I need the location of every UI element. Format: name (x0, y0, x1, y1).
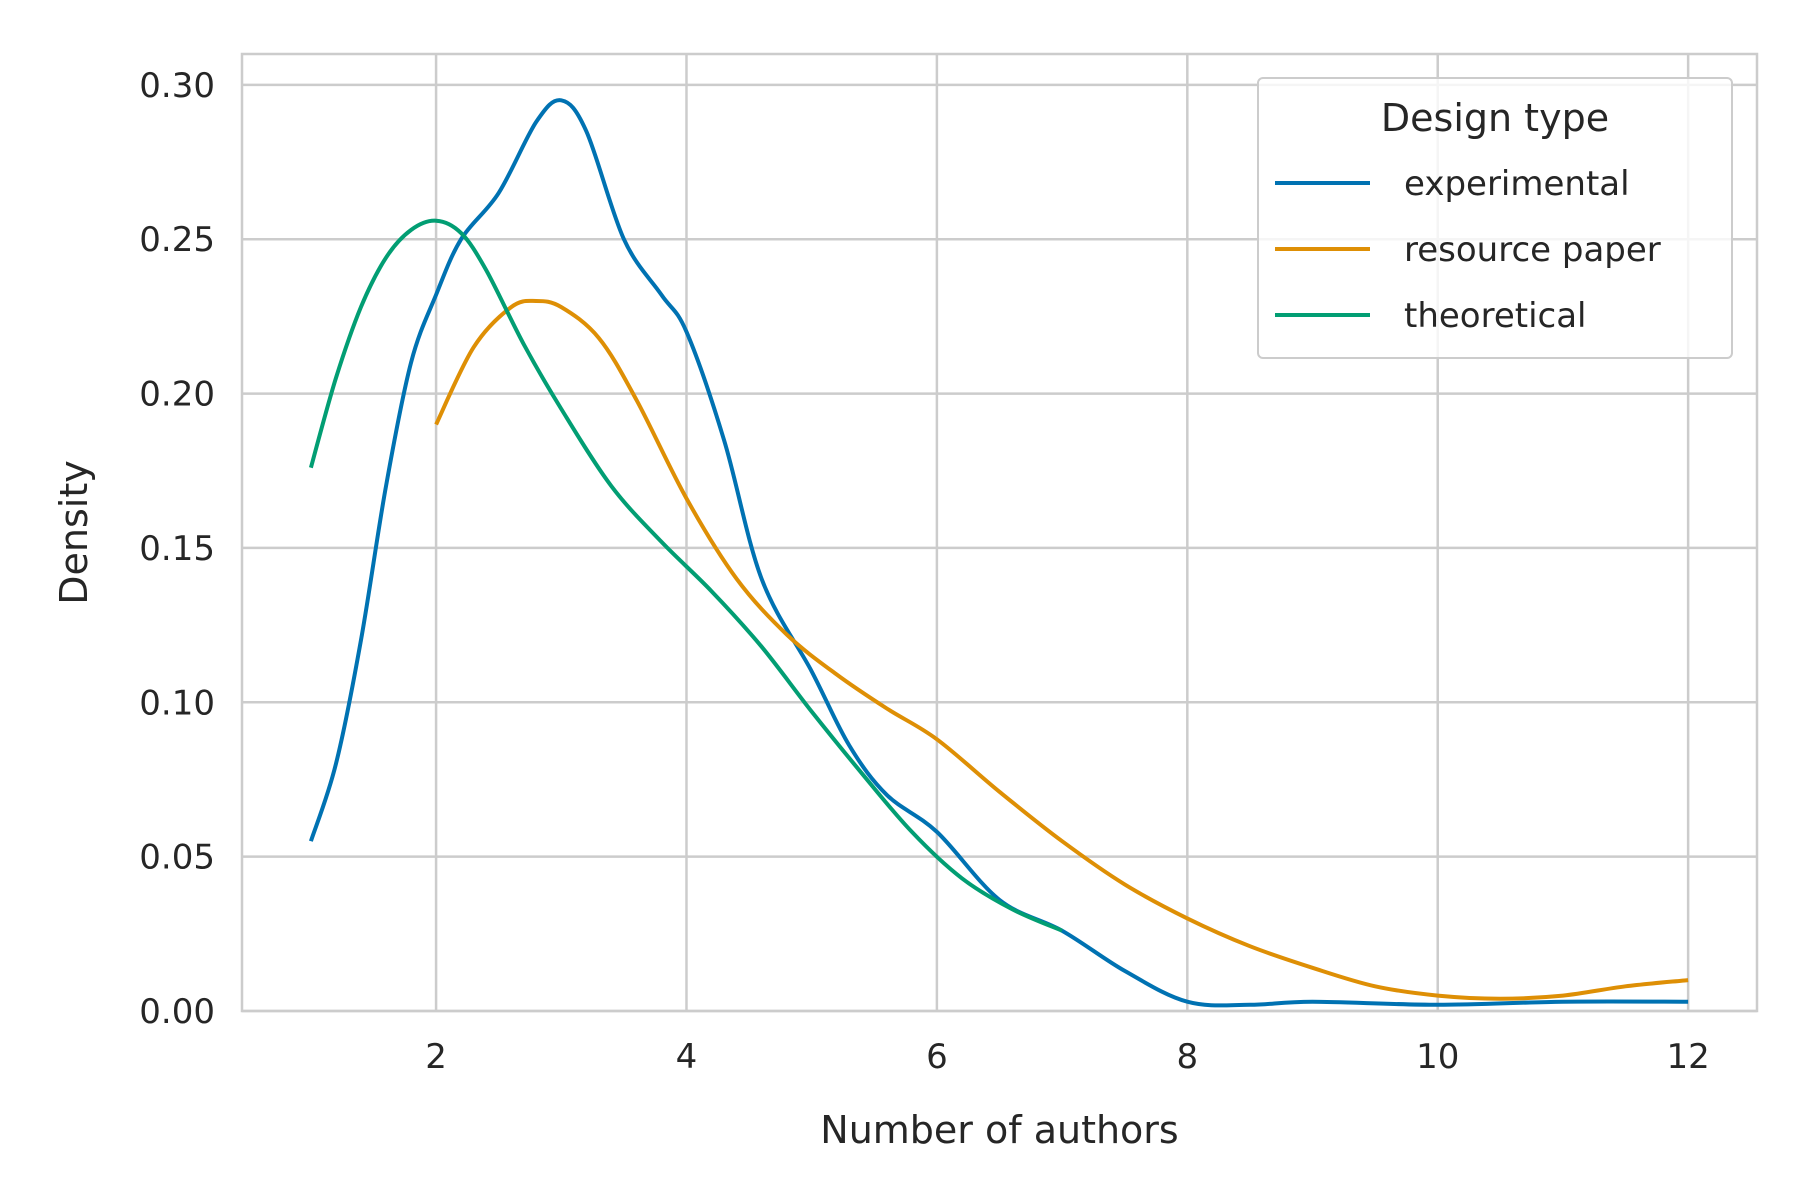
legend-label-experimental: experimental (1404, 164, 1630, 204)
x-axis-title: Number of authors (820, 1108, 1178, 1152)
plot-frame (240, 52, 1759, 1013)
series-lines (308, 98, 1689, 1008)
y-axis-title: Density (52, 460, 96, 604)
y-tick-label: 0.00 (139, 992, 215, 1032)
legend-box (1257, 77, 1733, 359)
legend-items: experimental resource paper theoretical (1275, 164, 1661, 336)
y-tick-label: 0.25 (139, 220, 215, 260)
series-line-experimental (308, 98, 1689, 1008)
legend: Design type experimental resource paper th… (1257, 77, 1733, 359)
x-tick-label: 2 (425, 1037, 447, 1077)
y-tick-label: 0.05 (139, 838, 215, 878)
series-line-theoretical (308, 218, 1063, 933)
x-tick-label: 6 (926, 1037, 948, 1077)
legend-title: Design type (1381, 96, 1609, 140)
x-tick-labels: 2 4 6 8 10 12 (425, 1037, 1710, 1077)
y-tick-label: 0.20 (139, 375, 215, 415)
y-tick-label: 0.30 (139, 66, 215, 106)
series-line-resource-paper (434, 298, 1689, 1001)
y-tick-labels: 0.00 0.05 0.10 0.15 0.20 0.25 0.30 (139, 66, 215, 1032)
x-tick-label: 8 (1176, 1037, 1198, 1077)
legend-label-resource-paper: resource paper (1404, 230, 1661, 270)
x-tick-label: 10 (1416, 1037, 1459, 1077)
legend-label-theoretical: theoretical (1404, 296, 1587, 336)
x-tick-label: 12 (1667, 1037, 1710, 1077)
y-tick-label: 0.10 (139, 683, 215, 723)
x-tick-label: 4 (676, 1037, 698, 1077)
y-tick-label: 0.15 (139, 529, 215, 569)
